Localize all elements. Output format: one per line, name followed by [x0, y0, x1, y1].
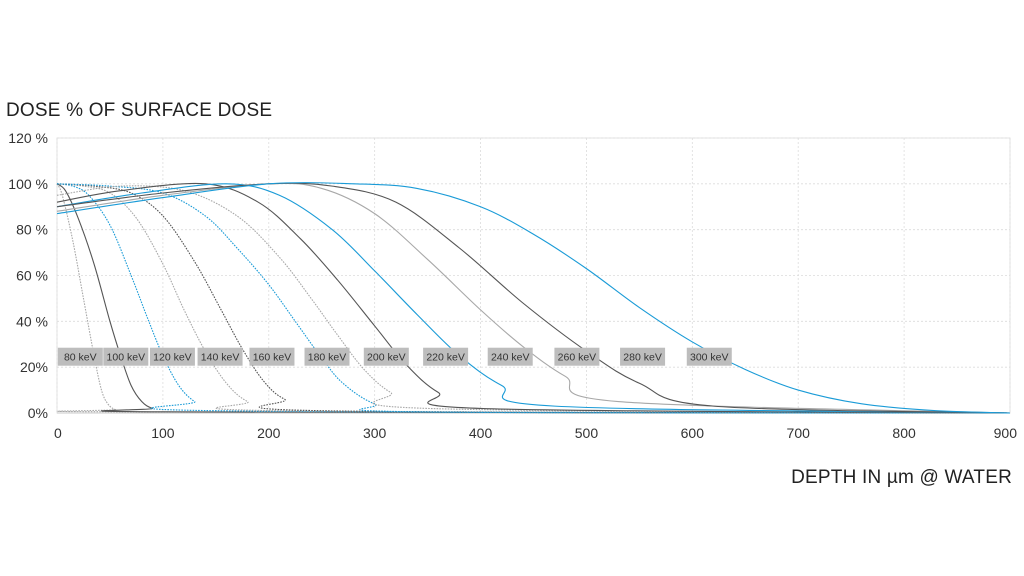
series-label-box — [103, 347, 149, 366]
series-label-box — [363, 347, 409, 366]
series-label-box — [197, 347, 243, 366]
x-axis-title: DEPTH IN µm @ WATER — [791, 467, 1012, 488]
x-tick-label: 700 — [787, 425, 811, 441]
x-tick-label: 900 — [994, 425, 1018, 441]
x-tick-label: 300 — [363, 425, 387, 441]
series-label: 140 keV — [201, 352, 240, 364]
x-tick-label: 400 — [469, 425, 493, 441]
series-label: 160 keV — [253, 352, 292, 364]
y-tick-label: 20% — [20, 359, 48, 375]
series-label: 80 keV — [64, 352, 97, 364]
series-line-220-kev — [56, 182, 1011, 414]
series-label: 240 keV — [491, 352, 530, 364]
series-label: 260 keV — [558, 352, 597, 364]
series-line-240-kev — [56, 183, 1011, 414]
series-line-120-kev — [56, 183, 1011, 414]
x-tick-label: 600 — [681, 425, 705, 441]
series-label: 200 keV — [367, 352, 406, 364]
x-tick-label: 0 — [54, 425, 62, 441]
series-line-100-kev — [56, 183, 1011, 414]
x-tick-label: 100 — [151, 425, 175, 441]
chart-curves — [56, 182, 1011, 414]
y-tick-label: 80 % — [16, 222, 48, 238]
y-tick-label: 60 % — [16, 268, 48, 284]
series-label-box — [249, 347, 295, 366]
y-tick-label: 0% — [28, 405, 48, 421]
chart-tick-labels: 0% 20% 40 % 60 % 80 % 100 % 120 % 0 100 200 300 400… — [8, 130, 1017, 441]
series-line-180-kev — [56, 183, 1011, 414]
x-tick-label: 200 — [257, 425, 281, 441]
series-label: 300 keV — [690, 352, 729, 364]
series-label-box — [57, 347, 103, 366]
series-label-box — [620, 347, 666, 366]
y-tick-label: 100 % — [8, 176, 48, 192]
y-tick-label: 120 % — [8, 130, 48, 146]
series-label-box — [304, 347, 350, 366]
series-label: 100 keV — [107, 352, 146, 364]
series-label: 120 keV — [153, 352, 192, 364]
series-line-280-kev — [56, 182, 1011, 414]
series-label-box — [487, 347, 533, 366]
series-label-box — [149, 347, 195, 366]
series-line-200-kev — [56, 185, 1011, 414]
series-line-160-kev — [56, 183, 1011, 414]
series-label-box — [686, 347, 732, 366]
series-label: 180 keV — [308, 352, 347, 364]
series-label-box — [423, 347, 469, 366]
x-tick-label: 500 — [575, 425, 599, 441]
series-line-80-kev — [56, 183, 1011, 414]
series-label: 280 keV — [623, 352, 662, 364]
series-label-box — [554, 347, 600, 366]
y-axis-title: DOSE % OF SURFACE DOSE — [6, 100, 273, 121]
series-label: 220 keV — [426, 352, 465, 364]
series-line-260-kev — [56, 182, 1011, 414]
series-line-300-kev — [56, 182, 1011, 414]
y-tick-label: 40 % — [16, 313, 48, 329]
chart-series-labels: 80 keV 100 keV 120 keV 140 keV 160 keV 180 ke… — [57, 347, 732, 366]
x-tick-label: 800 — [892, 425, 916, 441]
chart-grid — [56, 137, 1011, 414]
series-line-140-kev — [56, 183, 1011, 414]
